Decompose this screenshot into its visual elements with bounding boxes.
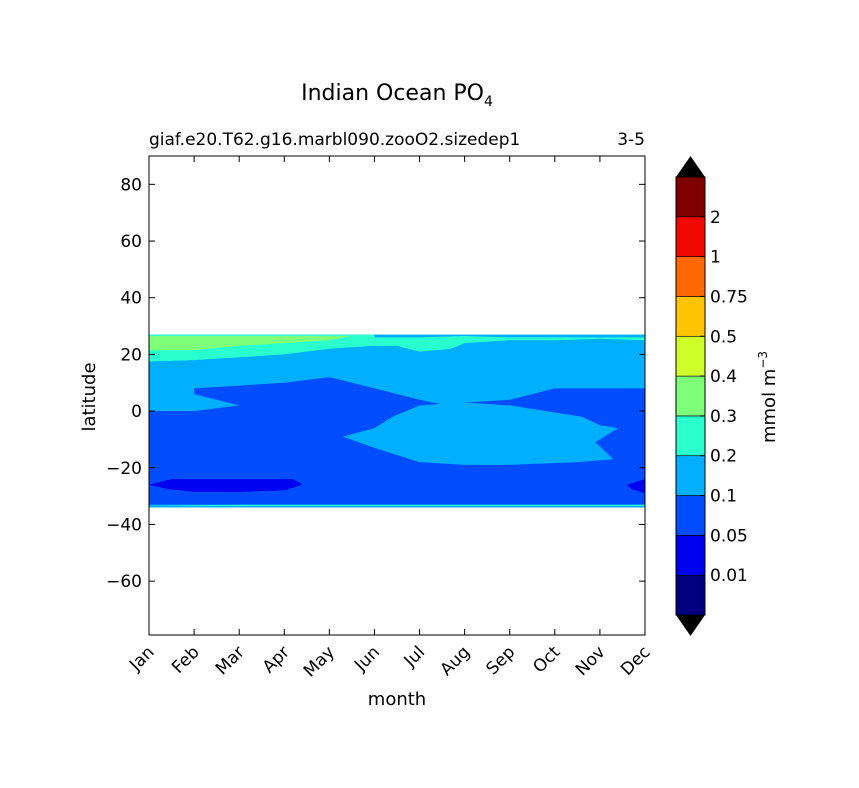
- colorbar-swatch: [675, 535, 706, 576]
- x-tick-label: Sep: [482, 642, 519, 679]
- colorbar-swatch: [675, 574, 706, 616]
- colorbar-tick-label: 0.3: [710, 407, 737, 427]
- y-tick-label: −60: [106, 572, 142, 592]
- y-tick-label: −20: [106, 459, 142, 479]
- plot-area: 80 60 40 20 0 −20 −40 −60 Jan Feb Mar Apr May Jun Jul…: [106, 155, 655, 681]
- x-tick-label: Nov: [572, 642, 610, 680]
- x-tick-label: Oct: [529, 642, 564, 677]
- x-tick-label: Jul: [400, 642, 429, 671]
- colorbar-label-text: mmol m: [759, 369, 780, 443]
- colorbar-swatch: [675, 296, 706, 337]
- x-tick-label: Jan: [125, 642, 158, 675]
- contour-0.1-0.2-top: [374, 334, 645, 338]
- colorbar: 0.01 0.05 0.1 0.2 0.3 0.4 0.5 0.75 1 2: [675, 156, 748, 636]
- colorbar-tick-label: 0.01: [710, 566, 748, 586]
- plot-frame: [148, 155, 646, 636]
- colorbar-tick-label: 0.4: [710, 367, 737, 387]
- colorbar-tick-label: 2: [710, 208, 721, 228]
- colorbar-tick-label: 0.5: [710, 327, 737, 347]
- colorbar-tick-label: 0.75: [710, 287, 748, 307]
- x-tick-label: Mar: [212, 642, 249, 679]
- contour-0.01-0.05-west: [149, 479, 303, 492]
- y-axis-label: latitude: [79, 362, 100, 431]
- colorbar-label: mmol m−3: [756, 351, 780, 443]
- colorbar-tick-label: 0.05: [710, 526, 748, 546]
- contour-0.1-0.2-hole: [342, 402, 618, 465]
- y-tick-label: 40: [120, 289, 142, 309]
- x-axis-label: month: [368, 689, 426, 710]
- chart-title-subscript: 4: [484, 94, 493, 110]
- colorbar-swatch: [675, 256, 706, 297]
- colorbar-tick-label: 0.1: [710, 487, 737, 507]
- contour-0.3-0.4-north: [149, 336, 352, 351]
- x-tick-label: Jun: [350, 642, 384, 676]
- colorbar-swatch: [675, 495, 706, 536]
- colorbar-swatch: [675, 176, 706, 218]
- x-tick-label: Feb: [168, 642, 203, 677]
- colorbar-swatch: [675, 415, 706, 457]
- y-tick-label: 60: [120, 232, 142, 252]
- colorbar-frame: [675, 176, 706, 616]
- contour-fills: [149, 334, 645, 508]
- chart-title: Indian Ocean PO4: [301, 81, 493, 110]
- chart-subtitle-right: 3-5: [617, 130, 645, 150]
- colorbar-tick-label: 1: [710, 248, 721, 268]
- y-tick-label: 20: [120, 345, 142, 365]
- chart-subtitle-left: giaf.e20.T62.g16.marbl090.zooO2.sizedep1: [149, 130, 520, 150]
- colorbar-tick-label: 0.2: [710, 447, 737, 467]
- x-tick-label: May: [300, 642, 339, 681]
- colorbar-swatch: [675, 455, 706, 496]
- chart-title-text: Indian Ocean PO: [301, 81, 484, 106]
- x-tick-label: Dec: [617, 642, 654, 679]
- y-tick-label: −40: [106, 515, 142, 535]
- y-tick-label: 80: [120, 175, 142, 195]
- colorbar-extend-low: [676, 615, 705, 636]
- colorbar-label-superscript: −3: [756, 351, 770, 369]
- colorbar-extend-high: [676, 156, 705, 177]
- colorbar-swatch: [675, 216, 706, 257]
- contour-0.01-0.05-east: [627, 479, 645, 494]
- y-tick-label: 0: [131, 402, 142, 422]
- colorbar-swatch: [675, 375, 706, 417]
- x-tick-label: Aug: [437, 642, 475, 680]
- x-tick-label: Apr: [259, 642, 294, 677]
- colorbar-swatch: [675, 335, 706, 377]
